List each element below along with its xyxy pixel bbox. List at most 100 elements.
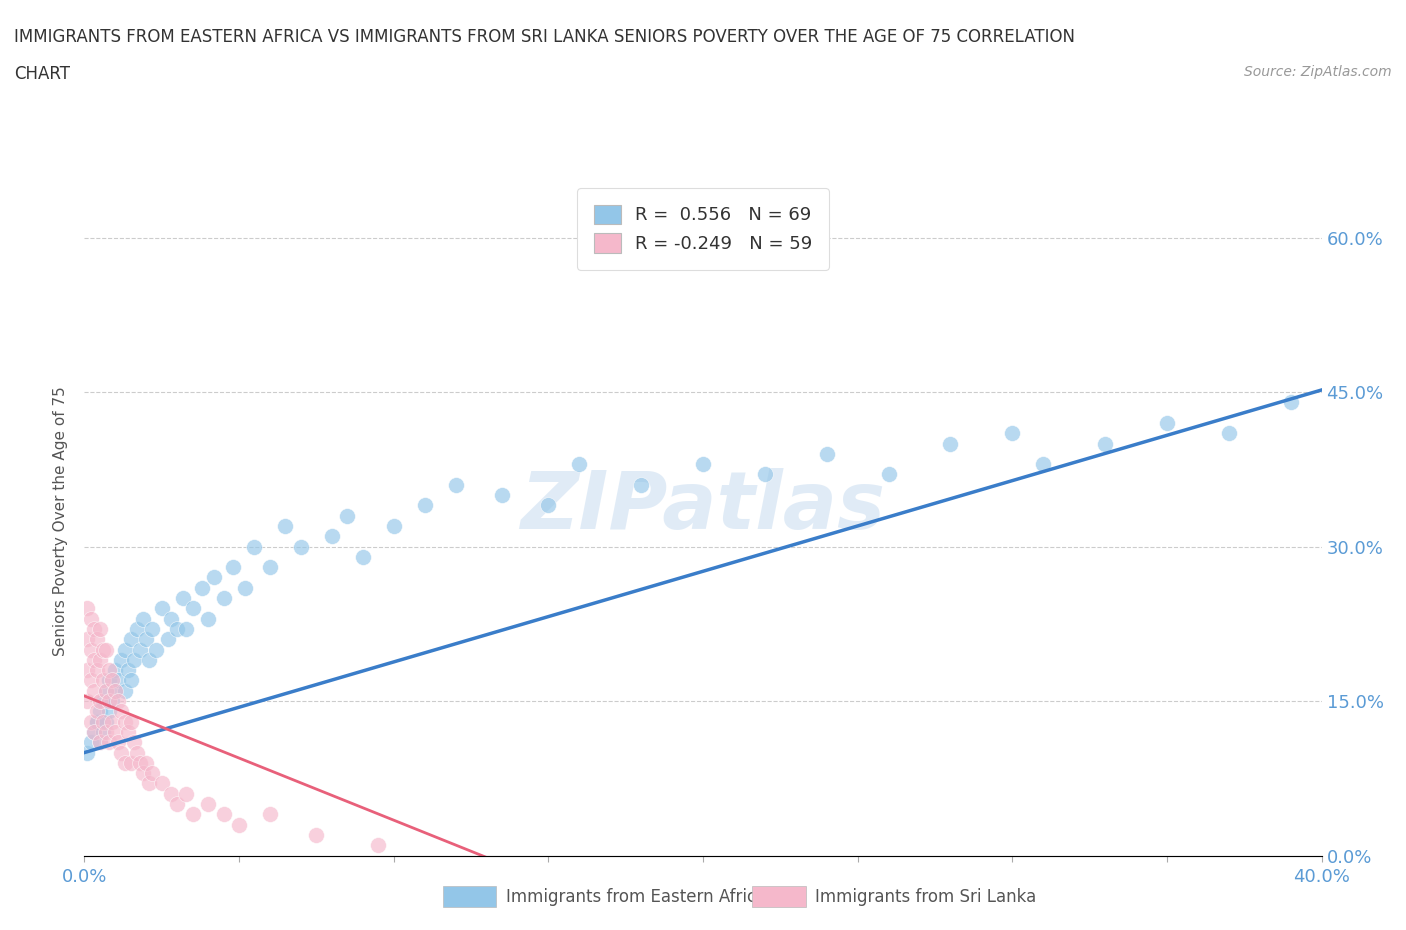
Point [94,684,117,698]
Point [120,673,142,688]
Point [86,714,108,729]
Point [76,631,98,646]
Point [352,550,374,565]
Text: Immigrants from Eastern Africa: Immigrants from Eastern Africa [506,887,766,906]
Point [114,714,136,729]
Point [94,714,117,729]
Point [150,776,173,790]
Point [815,446,838,461]
Point [444,477,467,492]
Point [132,611,155,626]
Point [413,498,436,512]
Point [1094,436,1116,451]
Point [110,704,132,719]
Point [166,621,188,636]
Point [98,673,121,688]
Point [233,580,256,595]
Point [104,663,127,678]
Point [91,694,114,709]
Point [120,714,142,729]
Point [1001,426,1024,441]
Point [259,807,281,822]
Point [98,694,121,709]
Point [83,724,105,739]
Point [259,560,281,575]
Point [274,519,297,534]
Point [181,601,204,616]
Point [83,684,105,698]
Point [202,570,225,585]
Point [76,745,98,760]
Point [107,673,129,688]
Point [101,714,124,729]
Point [160,611,183,626]
Point [79,714,101,729]
Point [86,631,108,646]
Point [129,642,152,657]
Point [122,735,145,750]
Point [135,755,157,770]
Point [83,724,105,739]
Point [141,621,163,636]
Point [101,694,124,709]
Point [172,591,194,605]
Point [89,735,111,750]
Point [568,457,591,472]
Point [191,580,214,595]
Point [367,838,389,853]
Point [125,745,148,760]
Point [117,724,139,739]
Point [630,477,652,492]
Point [160,787,183,802]
Point [104,724,127,739]
Point [114,642,136,657]
Point [76,663,98,678]
Point [91,673,114,688]
Point [537,498,560,512]
Point [89,653,111,668]
Point [89,704,111,719]
Point [290,539,312,554]
Point [692,457,714,472]
Point [120,755,142,770]
Point [243,539,266,554]
Point [222,560,245,575]
Point [138,653,160,668]
Point [228,817,250,832]
Point [79,611,101,626]
Point [107,694,129,709]
Point [79,735,101,750]
Point [89,735,111,750]
Point [145,642,167,657]
Point [76,601,98,616]
Point [86,714,108,729]
Point [176,787,198,802]
Point [305,828,328,843]
Point [89,694,111,709]
Point [76,694,98,709]
Point [321,529,343,544]
Point [79,642,101,657]
Text: IMMIGRANTS FROM EASTERN AFRICA VS IMMIGRANTS FROM SRI LANKA SENIORS POVERTY OVER: IMMIGRANTS FROM EASTERN AFRICA VS IMMIGR… [14,28,1076,46]
Point [166,797,188,812]
Point [491,487,513,502]
Point [336,508,359,523]
Point [197,611,219,626]
Y-axis label: Seniors Poverty Over the Age of 75: Seniors Poverty Over the Age of 75 [53,386,69,656]
Point [754,467,776,482]
Point [104,684,127,698]
Point [86,663,108,678]
Point [181,807,204,822]
Point [91,724,114,739]
Text: CHART: CHART [14,65,70,83]
Point [98,704,121,719]
Point [114,755,136,770]
Point [1156,416,1178,431]
Point [939,436,962,451]
Point [150,601,173,616]
Point [79,673,101,688]
Point [382,519,405,534]
Point [94,724,117,739]
Point [83,653,105,668]
Point [138,776,160,790]
